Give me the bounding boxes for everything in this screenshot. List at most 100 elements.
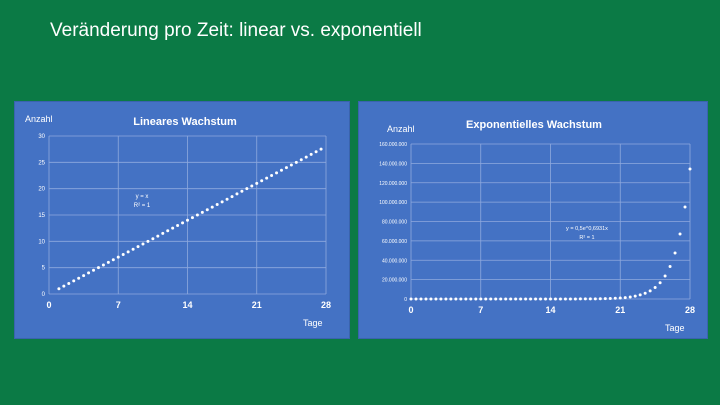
y-tick-label: 80.000.000 (382, 220, 407, 226)
data-point (57, 287, 61, 291)
data-point (658, 281, 662, 285)
data-point (598, 297, 602, 301)
data-point (593, 297, 597, 301)
data-point (648, 289, 652, 293)
data-point (628, 295, 632, 299)
data-point (235, 192, 239, 196)
data-point (72, 279, 76, 283)
data-point (279, 168, 283, 172)
data-point (289, 163, 293, 167)
data-point (62, 284, 66, 288)
trendline-equation: y = 0,5e^0,6931x (566, 226, 608, 232)
data-point (673, 251, 677, 255)
data-point (618, 296, 622, 300)
data-point (319, 147, 323, 151)
data-point (176, 224, 180, 228)
y-tick-label: 160.000.000 (379, 142, 407, 148)
data-point (240, 189, 244, 193)
y-axis-label: Anzahl (25, 114, 53, 124)
data-point (469, 297, 473, 301)
y-tick-label: 140.000.000 (379, 161, 407, 167)
data-point (195, 213, 199, 217)
data-point (568, 297, 572, 301)
data-point (299, 158, 303, 162)
data-point (558, 297, 562, 301)
data-point (539, 297, 543, 301)
y-tick-label: 100.000.000 (379, 200, 407, 206)
data-point (529, 297, 533, 301)
data-point (633, 294, 637, 298)
data-point (668, 264, 672, 268)
linear-chart-panel: Lineares Wachstum Anzahl Tage y = x R² =… (14, 101, 350, 339)
data-point (136, 245, 140, 249)
y-tick-label: 5 (42, 266, 46, 272)
data-point (583, 297, 587, 301)
y-tick-label: 0 (42, 292, 46, 298)
data-point (190, 216, 194, 220)
data-point (688, 167, 692, 171)
x-tick-label: 7 (478, 305, 483, 315)
data-point (454, 297, 458, 301)
data-point (161, 231, 165, 235)
y-tick-label: 20 (38, 187, 45, 193)
data-point (304, 155, 308, 159)
exponential-chart-panel: Exponentielles Wachstum Anzahl Tage y = … (358, 101, 708, 339)
data-point (200, 210, 204, 214)
data-point (205, 208, 209, 212)
data-point (151, 237, 155, 241)
y-tick-label: 15 (38, 213, 45, 219)
data-point (284, 166, 288, 170)
x-tick-label: 14 (545, 305, 555, 315)
data-point (509, 297, 513, 301)
x-tick-label: 28 (685, 305, 695, 315)
y-tick-label: 60.000.000 (382, 239, 407, 245)
data-point (484, 297, 488, 301)
data-point (588, 297, 592, 301)
data-point (678, 232, 682, 236)
data-point (210, 205, 214, 209)
data-point (544, 297, 548, 301)
data-point (230, 195, 234, 199)
data-point (459, 297, 463, 301)
data-point (141, 242, 145, 246)
data-point (275, 171, 279, 175)
data-point (171, 226, 175, 230)
data-point (519, 297, 523, 301)
data-point (101, 263, 105, 267)
data-point (77, 276, 81, 280)
data-point (429, 297, 433, 301)
data-point (245, 187, 249, 191)
data-point (181, 221, 185, 225)
linear-chart: Lineares Wachstum Anzahl Tage y = x R² =… (25, 114, 331, 328)
data-point (573, 297, 577, 301)
data-point (578, 297, 582, 301)
data-point (106, 260, 110, 264)
data-point (166, 229, 170, 233)
data-point (489, 297, 493, 301)
data-point (534, 297, 538, 301)
data-point (424, 297, 428, 301)
data-point (250, 184, 254, 188)
x-tick-label: 0 (46, 300, 51, 310)
data-point (623, 296, 627, 300)
data-point (663, 274, 667, 278)
data-point (225, 197, 229, 201)
data-point (504, 297, 508, 301)
data-point (524, 297, 528, 301)
x-tick-label: 14 (182, 300, 192, 310)
x-tick-label: 28 (321, 300, 331, 310)
data-point (434, 297, 438, 301)
data-point (613, 296, 617, 300)
data-point (603, 297, 607, 301)
data-point (260, 179, 264, 183)
data-point (409, 297, 413, 301)
y-axis-label: Anzahl (387, 124, 415, 134)
data-point (638, 293, 642, 297)
data-point (111, 258, 115, 262)
data-point (220, 200, 224, 204)
data-point (474, 297, 478, 301)
y-tick-label: 120.000.000 (379, 181, 407, 187)
data-point (87, 271, 91, 275)
data-point (121, 253, 125, 256)
trendline-equation: y = x (136, 194, 149, 200)
